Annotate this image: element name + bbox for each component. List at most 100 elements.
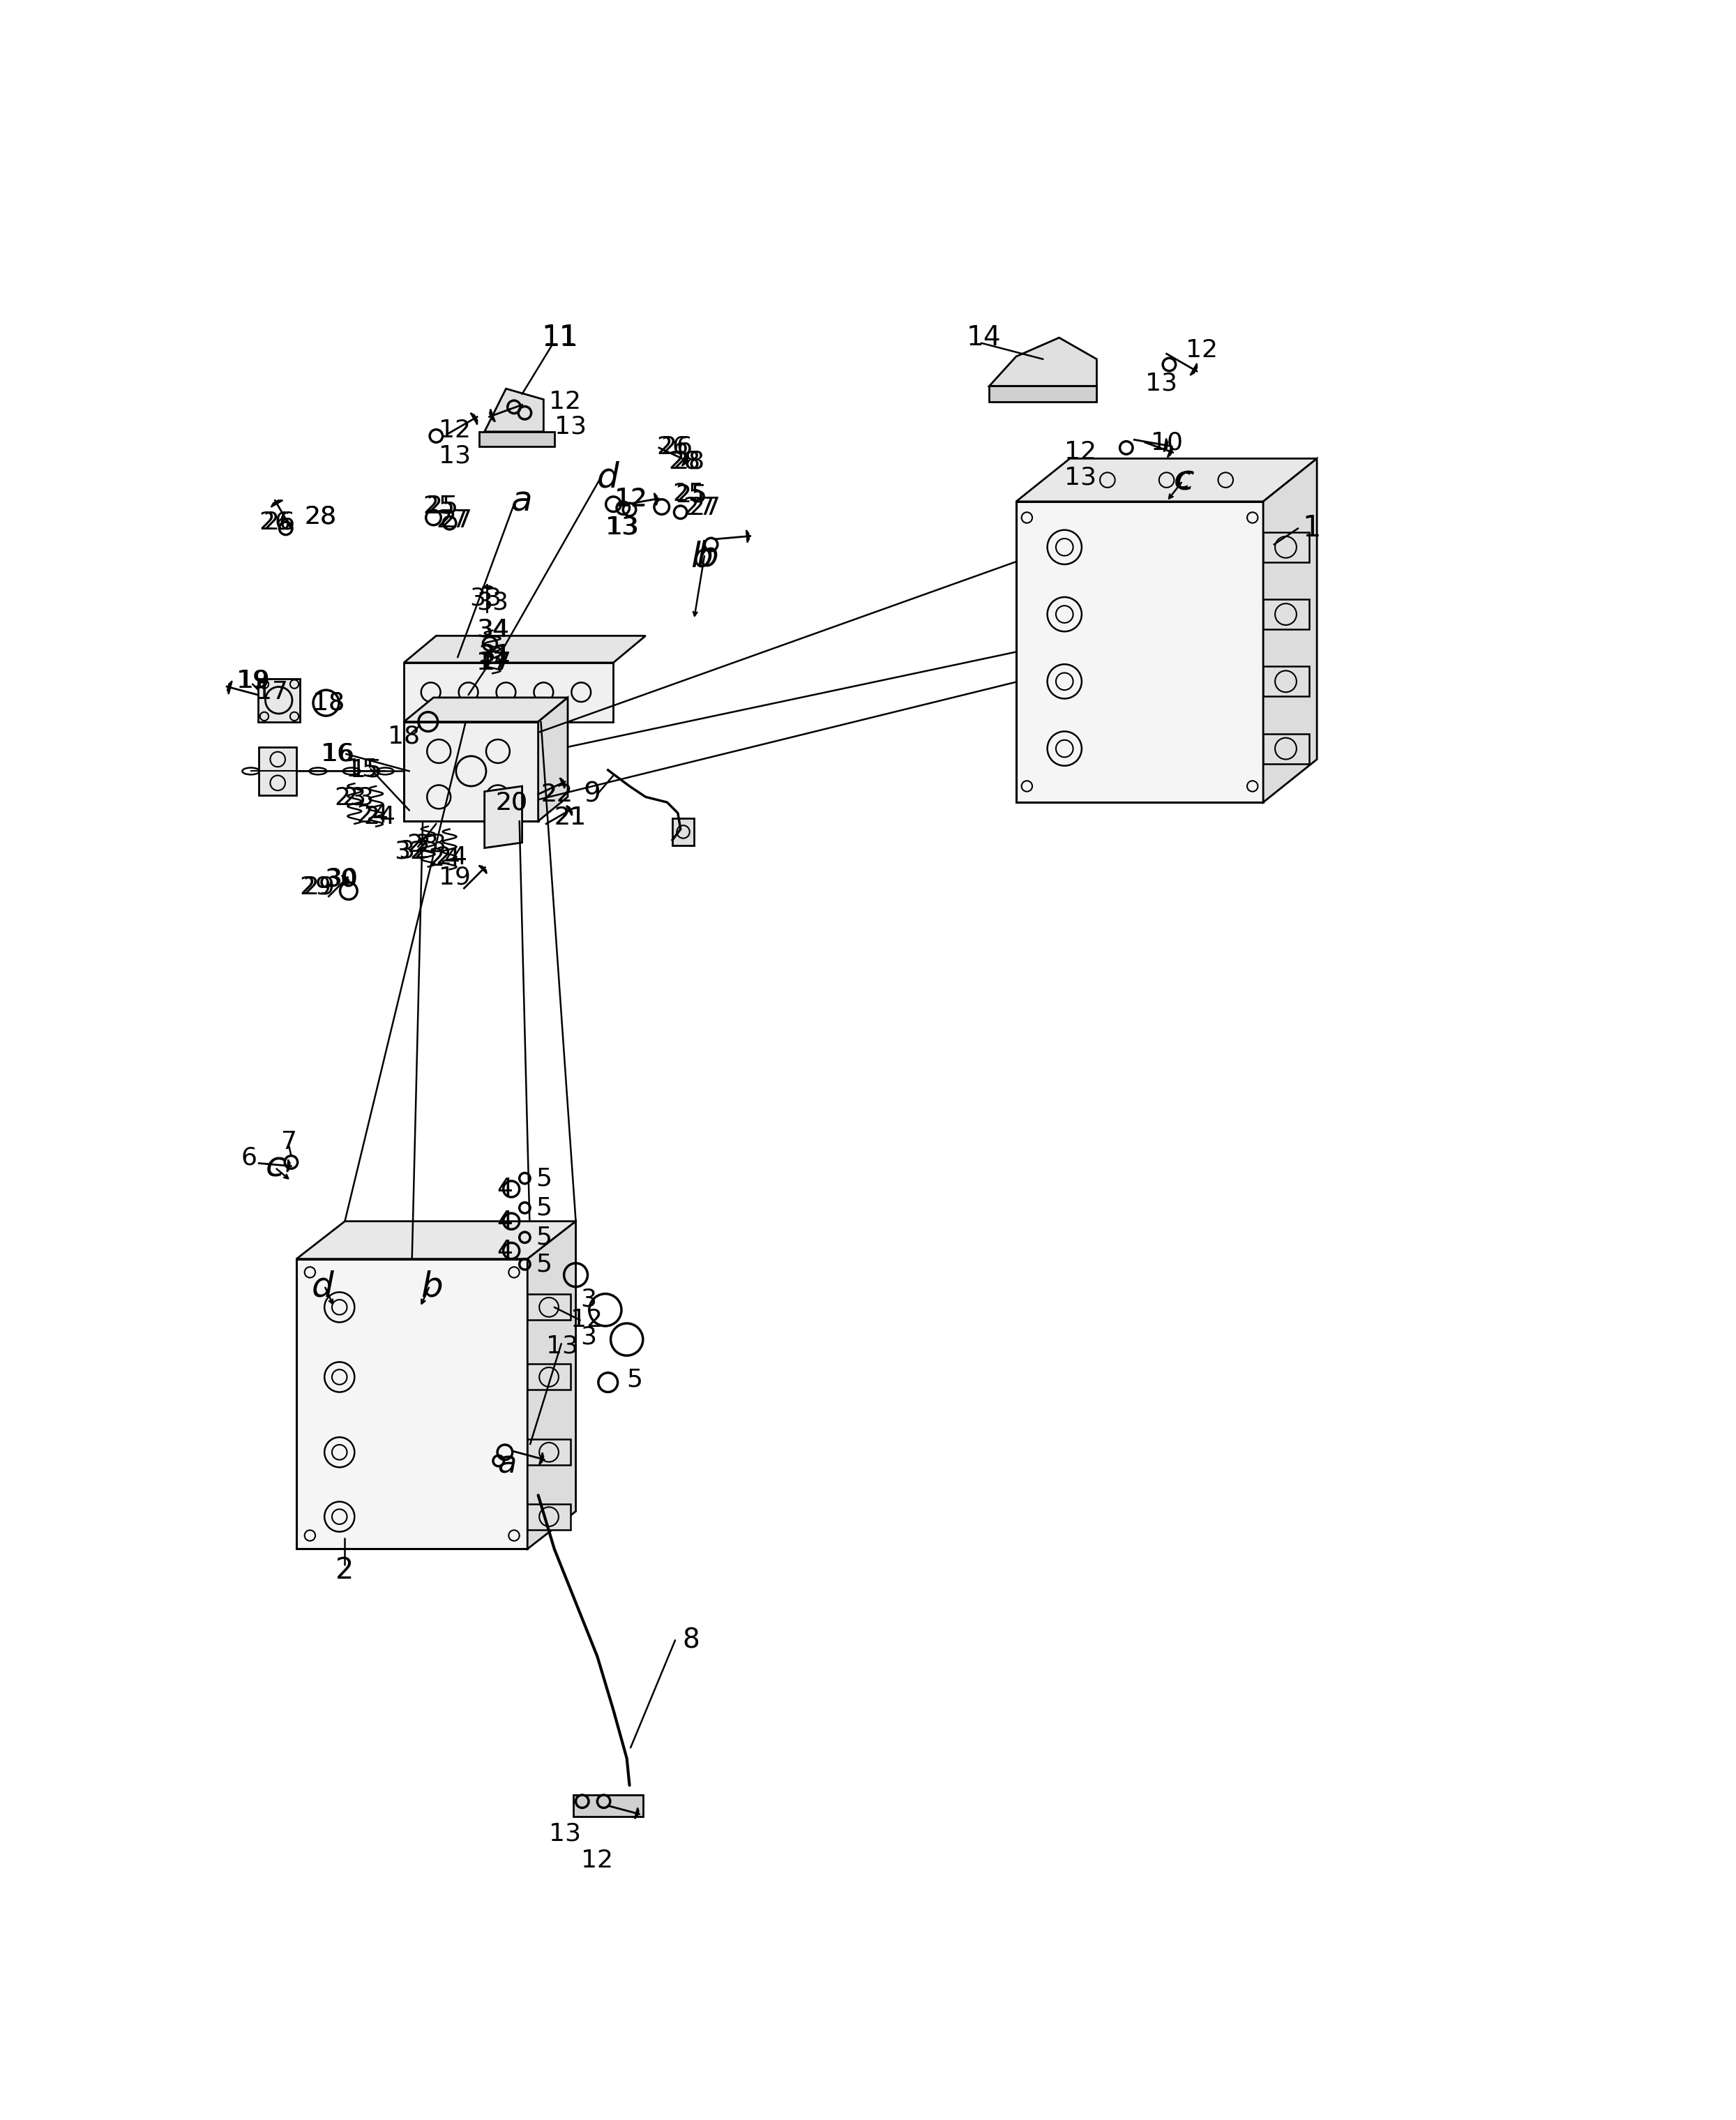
Text: 16: 16	[321, 742, 352, 765]
Text: 19: 19	[236, 668, 269, 693]
Text: 31: 31	[479, 642, 512, 666]
Polygon shape	[538, 697, 568, 820]
Text: 33: 33	[476, 591, 509, 615]
Text: 25: 25	[672, 481, 705, 505]
Bar	[528, 1295, 571, 1321]
Text: 5: 5	[627, 1367, 642, 1391]
Text: 11: 11	[542, 322, 578, 352]
Text: 30: 30	[326, 867, 358, 890]
Text: c: c	[1175, 464, 1194, 496]
Text: 19: 19	[238, 668, 269, 693]
Text: 2: 2	[335, 1556, 354, 1586]
Text: 20: 20	[495, 791, 528, 814]
Text: 13: 13	[554, 413, 587, 439]
Text: 25: 25	[427, 494, 458, 517]
Text: 18: 18	[312, 691, 345, 714]
Text: d: d	[597, 460, 620, 494]
Text: 34: 34	[477, 617, 509, 640]
Text: 4: 4	[496, 1177, 512, 1200]
Text: 22: 22	[542, 782, 573, 806]
Text: 28: 28	[672, 449, 705, 473]
Text: 27: 27	[441, 509, 472, 532]
Text: 20: 20	[495, 791, 528, 814]
Text: 21: 21	[554, 806, 587, 829]
Text: 5: 5	[535, 1225, 552, 1249]
Bar	[404, 721, 538, 820]
Text: 23: 23	[335, 787, 366, 810]
Text: 17: 17	[476, 651, 509, 674]
Bar	[528, 1503, 571, 1531]
Polygon shape	[528, 1221, 576, 1550]
Text: 26: 26	[259, 511, 292, 534]
Polygon shape	[297, 1221, 576, 1259]
Text: 13: 13	[1064, 466, 1097, 490]
Text: 24: 24	[429, 846, 460, 871]
Polygon shape	[484, 388, 543, 432]
Text: 16: 16	[323, 742, 354, 765]
Bar	[297, 1259, 528, 1550]
Text: 5: 5	[535, 1253, 552, 1276]
Text: d: d	[311, 1270, 333, 1304]
Text: 21: 21	[554, 806, 587, 829]
Text: 30: 30	[325, 867, 356, 890]
Text: 33: 33	[469, 587, 502, 611]
Text: 13: 13	[439, 443, 470, 469]
Text: 24: 24	[436, 846, 467, 869]
Text: 22: 22	[542, 782, 573, 806]
Text: 27: 27	[436, 509, 469, 532]
Bar	[1016, 502, 1264, 801]
Text: 5: 5	[535, 1166, 552, 1189]
Text: 4: 4	[496, 1238, 512, 1264]
Text: 27: 27	[684, 496, 715, 519]
Text: c: c	[1174, 464, 1191, 494]
Text: 3: 3	[580, 1287, 597, 1310]
Bar	[528, 1439, 571, 1465]
Text: 29: 29	[304, 876, 335, 899]
Text: c: c	[266, 1149, 285, 1183]
Text: 26: 26	[661, 435, 693, 458]
Text: 18: 18	[312, 691, 345, 714]
Polygon shape	[484, 787, 523, 848]
Text: 28: 28	[304, 505, 337, 528]
Text: 13: 13	[549, 1821, 582, 1847]
Text: 9: 9	[583, 780, 601, 808]
Text: 12: 12	[615, 488, 648, 511]
Text: 7: 7	[281, 1130, 297, 1153]
Bar	[1264, 532, 1309, 562]
Text: 11: 11	[542, 324, 576, 352]
Text: 31: 31	[477, 642, 510, 668]
Text: 3: 3	[580, 1325, 595, 1348]
Text: 10: 10	[1151, 430, 1182, 454]
Text: 13: 13	[547, 1333, 578, 1357]
Text: 24: 24	[356, 803, 389, 827]
Text: 25: 25	[424, 494, 455, 517]
Text: 23: 23	[415, 833, 446, 856]
Polygon shape	[1016, 458, 1318, 502]
Text: 28: 28	[668, 449, 700, 473]
Text: 29: 29	[299, 876, 332, 899]
Text: 28: 28	[304, 505, 337, 528]
Bar	[990, 386, 1097, 403]
Text: 15: 15	[351, 759, 382, 782]
Bar	[672, 818, 694, 846]
Bar	[404, 664, 613, 721]
Text: 13: 13	[608, 515, 639, 538]
Bar	[1264, 734, 1309, 763]
Text: b: b	[696, 538, 719, 572]
Bar	[1264, 600, 1309, 630]
Text: 15: 15	[345, 757, 378, 780]
Text: 12: 12	[549, 390, 582, 413]
Text: 12: 12	[1186, 339, 1217, 363]
Text: 26: 26	[264, 511, 295, 534]
Polygon shape	[404, 636, 646, 664]
Text: 32: 32	[399, 840, 431, 863]
Text: 25: 25	[675, 483, 707, 507]
Polygon shape	[404, 697, 568, 721]
Bar	[259, 746, 297, 795]
Text: 17: 17	[257, 681, 288, 704]
Text: 12: 12	[582, 1849, 613, 1872]
Bar	[528, 1363, 571, 1391]
Text: 1: 1	[1302, 513, 1321, 543]
Text: 13: 13	[606, 515, 637, 538]
Text: 27: 27	[689, 496, 720, 519]
